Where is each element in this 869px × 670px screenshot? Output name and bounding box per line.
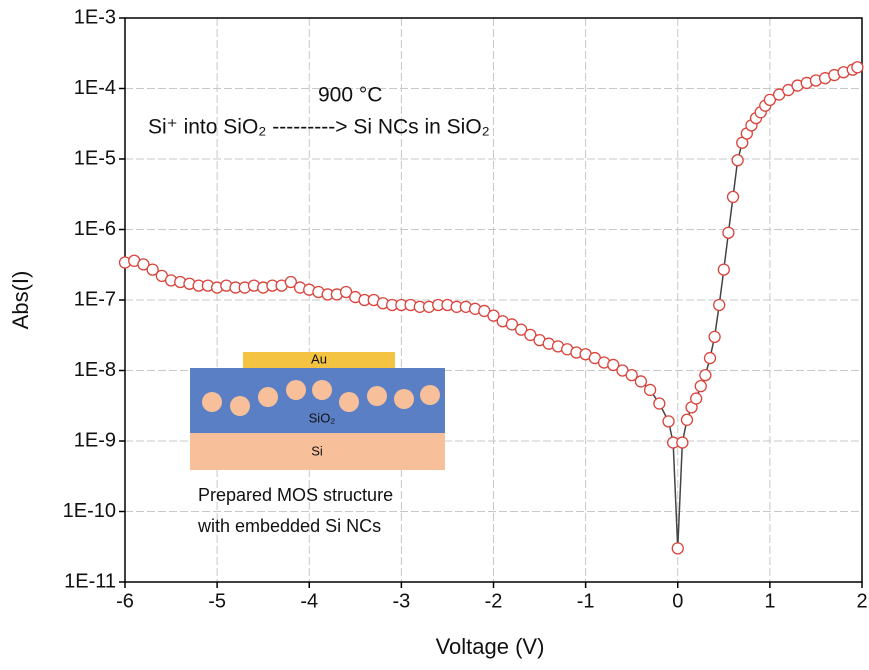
data-point — [699, 368, 712, 382]
x-tick-label: 0 — [672, 590, 683, 612]
x-axis-label: Voltage (V) — [436, 634, 545, 659]
data-point — [524, 328, 537, 342]
data-point — [690, 392, 703, 405]
data-point — [708, 330, 721, 344]
data-point — [703, 351, 717, 365]
x-tick-label: -6 — [116, 590, 134, 612]
x-tick-label: 2 — [856, 590, 867, 612]
data-point — [146, 263, 159, 276]
x-tick-label: 1 — [764, 590, 775, 612]
y-tick-label: 1E-9 — [74, 429, 116, 451]
data-point — [717, 263, 730, 276]
data-point — [680, 413, 694, 426]
inset: Au SiO₂ Si Prepared MOS structure with e… — [190, 351, 445, 536]
data-point — [607, 358, 620, 372]
x-tick-label: -2 — [485, 590, 503, 612]
y-tick-label: 1E-8 — [74, 359, 116, 381]
data-point — [676, 436, 689, 449]
inset-caption: with embedded Si NCs — [197, 516, 381, 536]
data-point — [726, 190, 740, 204]
data-point — [487, 309, 500, 322]
data-point — [671, 542, 684, 555]
y-tick-label: 1E-5 — [74, 147, 116, 169]
data-point — [339, 285, 353, 299]
data-point — [851, 61, 864, 74]
data-point — [662, 415, 675, 428]
inset-label: Si — [311, 443, 323, 458]
data-point — [137, 258, 150, 271]
data-point — [694, 379, 707, 393]
data-point — [505, 318, 519, 331]
y-tick-label: 1E-3 — [74, 6, 116, 28]
silicon-layer — [190, 433, 445, 470]
y-axis-label: Abs(I) — [8, 271, 33, 330]
x-tick-label: -3 — [392, 590, 410, 612]
data-point — [713, 298, 726, 312]
data-point — [731, 154, 744, 167]
inset-label: SiO₂ — [309, 410, 336, 425]
x-tick-label: -5 — [208, 590, 226, 612]
y-tick-label: 1E-7 — [74, 288, 116, 310]
data-point — [625, 368, 638, 382]
gold-layer — [243, 352, 395, 368]
x-tick-label: -1 — [577, 590, 595, 612]
annotation: 900 °C — [318, 84, 382, 107]
data-point — [514, 323, 528, 336]
inset-label: Au — [311, 351, 327, 366]
annotation: Si⁺ into SiO₂ ---------> Si NCs in SiO₂ — [148, 116, 490, 139]
data-point — [284, 275, 297, 289]
data-point — [643, 383, 657, 397]
y-tick-label: 1E-4 — [74, 77, 116, 99]
nanocrystals — [202, 380, 440, 416]
y-tick-label: 1E-6 — [74, 218, 116, 240]
data-point — [763, 93, 777, 107]
inset-caption: Prepared MOS structure — [198, 485, 393, 505]
y-tick-label: 1E-11 — [64, 570, 116, 592]
data-point — [722, 226, 735, 239]
data-point — [653, 397, 666, 410]
plot-frame — [124, 17, 863, 583]
x-tick-label: -4 — [300, 590, 318, 612]
y-tick-label: 1E-10 — [63, 500, 116, 522]
data-point — [634, 375, 648, 388]
